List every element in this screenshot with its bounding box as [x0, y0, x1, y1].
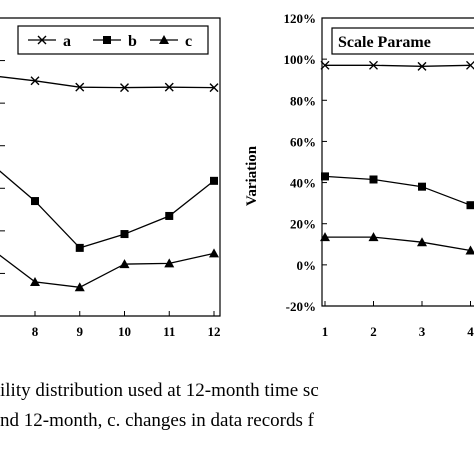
right-series-b-point [369, 175, 378, 184]
left-x-tick-label: 12 [208, 324, 221, 339]
left-legend-marker-a [37, 35, 47, 45]
left-series-c-line [0, 252, 215, 288]
left-legend-label-a: a [63, 33, 71, 50]
right-series-a-line [325, 64, 471, 67]
right-series-c-line [325, 236, 471, 252]
left-series-c-point [30, 276, 40, 286]
right-series-a-point [369, 60, 378, 70]
left-series-a-line [0, 76, 215, 89]
left-series-a-point [209, 83, 219, 93]
right-series-a-point [466, 60, 474, 70]
left-series-a-point [164, 82, 174, 92]
right-y-tick-label: -20% [286, 299, 316, 314]
right-series-b-point [321, 172, 329, 181]
right-title-box [331, 27, 474, 55]
right-series-a-point [417, 61, 427, 71]
right-y-tick-label: 60% [290, 134, 316, 149]
left-legend-marker-c [159, 35, 169, 44]
right-x-tick-label: 2 [370, 324, 377, 339]
left-x-tick-label: 9 [77, 324, 84, 339]
left-series-a-point [120, 83, 129, 93]
right-y-tick-label: 80% [290, 93, 316, 108]
right-x-tick-label: 3 [419, 324, 426, 339]
left-series-b-line [0, 170, 215, 249]
left-series-c-point [74, 282, 85, 292]
right-panel-title: Scale Parame [338, 34, 431, 51]
right-series-c-point [320, 232, 330, 242]
left-x-tick-label: 10 [118, 324, 131, 339]
left-series-c-point [164, 258, 175, 268]
left-series-c-point [209, 248, 219, 258]
right-y-axis-title: Variation [244, 145, 260, 206]
left-series-b-point [75, 243, 84, 252]
right-y-tick-label: 0% [297, 258, 317, 273]
right-y-tick-label: 120% [284, 11, 317, 26]
left-series-c-point [119, 259, 130, 269]
right-plot-frame [321, 17, 474, 307]
left-series-a-point [30, 76, 40, 86]
left-x-tick-label: 8 [32, 324, 39, 339]
left-series-b-point [31, 197, 39, 206]
right-y-tick-label: 20% [290, 217, 316, 232]
right-y-tick-label: 100% [284, 52, 317, 67]
left-series-b-point [165, 211, 174, 220]
left-legend-marker-b [103, 36, 111, 44]
caption-line-1: ility distribution used at 12-month time… [0, 380, 319, 401]
right-series-b-point [466, 201, 474, 210]
right-y-tick-label: 40% [290, 176, 316, 191]
right-x-tick-label: 4 [467, 324, 474, 339]
right-series-a-point [320, 60, 330, 70]
left-series-b-point [210, 176, 218, 185]
right-x-tick-label: 1 [322, 324, 329, 339]
left-series-b-point [120, 230, 129, 239]
caption-line-2: nd 12-month, c. changes in data records … [0, 410, 314, 431]
right-series-c-point [465, 245, 474, 255]
right-series-c-point [417, 237, 427, 247]
right-series-b-line [324, 175, 471, 206]
left-legend-label-b: b [128, 33, 137, 50]
right-series-b-point [418, 182, 426, 191]
left-legend-label-c: c [185, 33, 192, 50]
left-series-a-point [75, 82, 85, 92]
left-x-tick-label: 11 [163, 324, 175, 339]
left-plot-frame [0, 17, 221, 317]
right-series-c-point [368, 232, 379, 242]
